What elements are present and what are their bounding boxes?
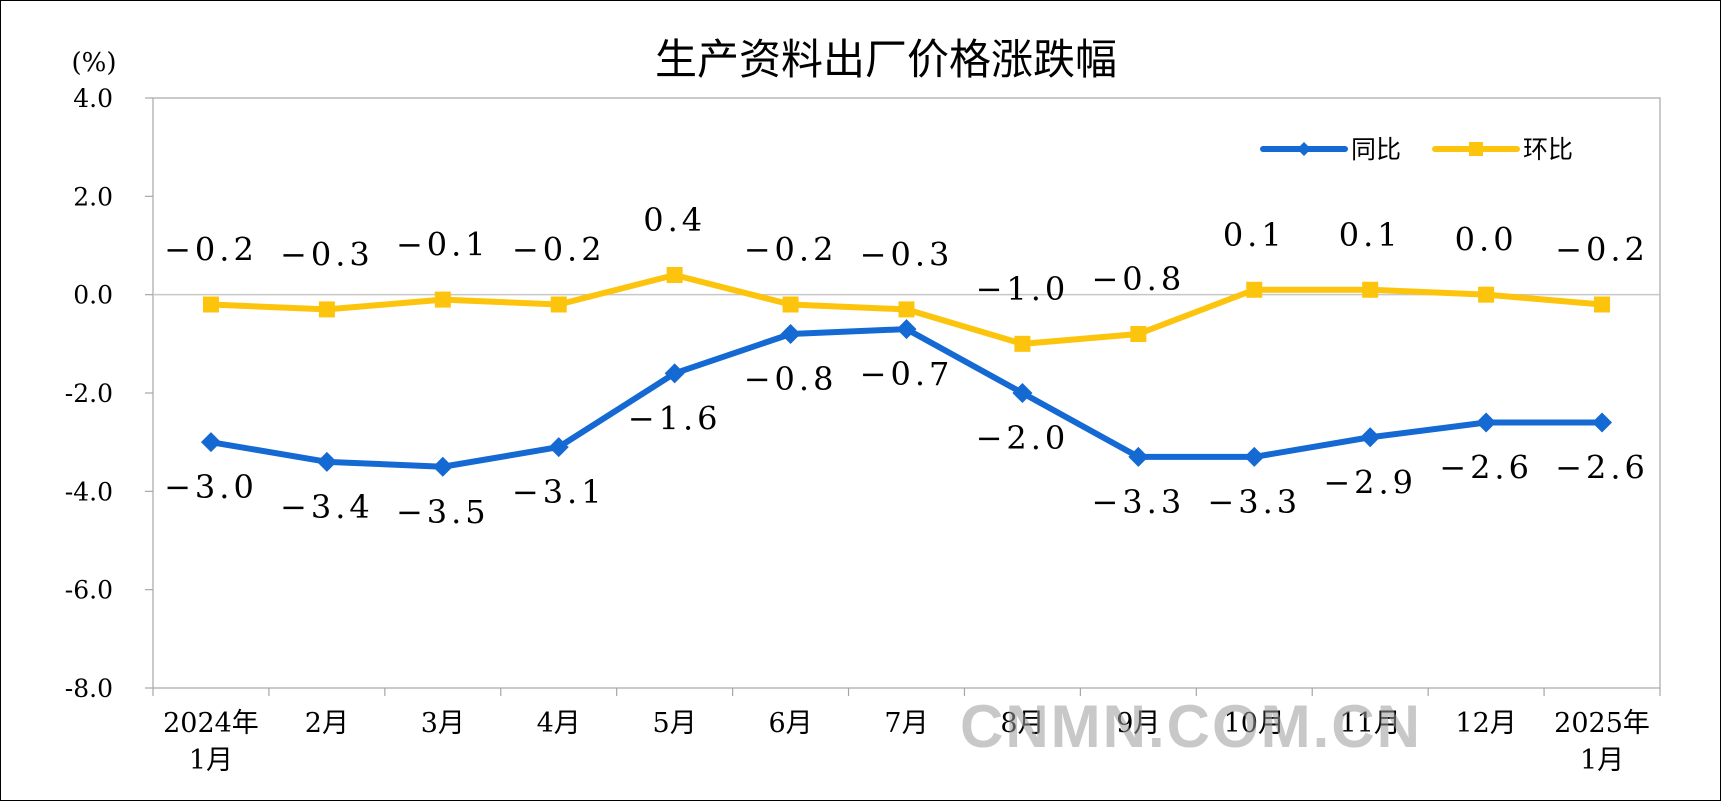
data-label-yoy: −0.7 <box>860 355 954 393</box>
data-point-mom <box>1130 326 1147 342</box>
legend-marker <box>1469 142 1483 156</box>
legend-marker <box>1297 142 1311 156</box>
data-label-yoy: −2.6 <box>1439 449 1533 487</box>
data-label-yoy: −3.3 <box>1091 483 1185 521</box>
data-label-yoy: −3.3 <box>1207 483 1301 521</box>
legend: 同比 环比 <box>1260 135 1573 164</box>
data-label-yoy: −3.4 <box>280 488 374 526</box>
data-point-mom <box>1246 281 1263 298</box>
data-label-yoy: −3.0 <box>164 468 258 506</box>
data-label-mom: −0.3 <box>280 235 374 273</box>
x-tick-label: 6月 <box>768 708 812 739</box>
data-point-mom <box>434 291 451 308</box>
data-labels: −3.0 −3.4 −3.5 −3.1 −1.6 −0.8 −0.7 −2.0 −3.3 −3.3… <box>164 201 1649 531</box>
y-tick-label: 2.0 <box>73 182 113 211</box>
data-label-yoy: −3.1 <box>512 473 606 511</box>
data-point-mom <box>318 301 335 318</box>
data-point-mom <box>1478 286 1495 303</box>
data-label-mom: 0.0 <box>1455 221 1518 259</box>
x-tick-label: 2月 <box>305 708 349 739</box>
data-label-mom: −0.1 <box>396 226 490 264</box>
x-tick-label: 9月 <box>1116 708 1160 739</box>
data-label-yoy: −0.8 <box>744 360 838 398</box>
data-point-yoy <box>316 451 337 472</box>
x-tick-label: 2025年 <box>1554 708 1650 739</box>
data-label-mom: 0.4 <box>643 201 706 239</box>
data-point-yoy <box>896 319 917 340</box>
data-point-yoy <box>548 437 569 458</box>
legend-label: 同比 <box>1351 135 1401 164</box>
data-label-yoy: −2.6 <box>1555 449 1649 487</box>
watermark: CNMN.COM.CN <box>960 693 1422 760</box>
y-tick-label: -4.0 <box>65 477 113 506</box>
x-axis-ticks: 2024年 1月 2月 3月 4月 5月 6月 7月 8月 9月 10月 11月 12月 2025年 1月 <box>152 688 1661 776</box>
data-label-mom: −0.2 <box>512 231 606 269</box>
x-tick-label: 8月 <box>1000 708 1044 739</box>
data-point-yoy <box>780 324 801 344</box>
data-point-mom <box>898 301 915 318</box>
data-label-yoy: −1.6 <box>628 399 722 437</box>
data-label-mom: 0.1 <box>1223 216 1286 254</box>
data-label-yoy: −3.5 <box>396 493 490 531</box>
data-label-mom: −0.2 <box>164 231 258 269</box>
data-point-mom <box>1362 281 1379 298</box>
data-point-mom <box>1594 296 1611 313</box>
y-axis-unit: (%) <box>72 48 117 78</box>
y-tick-label: 4.0 <box>73 84 113 113</box>
data-point-yoy <box>1012 383 1033 403</box>
data-point-yoy <box>1360 427 1381 448</box>
series-layer <box>200 267 1613 477</box>
data-point-yoy <box>1244 446 1265 467</box>
data-label-mom: −0.2 <box>1555 231 1649 269</box>
data-label-yoy: −2.0 <box>976 419 1070 457</box>
x-tick-label: 4月 <box>537 708 581 739</box>
x-tick-label: 11月 <box>1340 708 1401 739</box>
data-point-yoy <box>200 432 221 453</box>
data-point-mom <box>666 267 683 283</box>
data-label-mom: −1.0 <box>976 270 1070 308</box>
x-tick-label: 1月 <box>189 745 233 776</box>
y-axis-ticks: 4.0 2.0 0.0 -2.0 -4.0 -6.0 -8.0 <box>65 84 153 703</box>
x-tick-label: 10月 <box>1224 708 1285 739</box>
data-point-yoy <box>664 363 685 384</box>
data-point-yoy <box>432 456 453 477</box>
y-tick-label: -8.0 <box>65 674 113 703</box>
data-label-mom: 0.1 <box>1339 216 1402 254</box>
data-point-mom <box>1014 335 1031 352</box>
legend-label: 环比 <box>1523 135 1573 164</box>
chart-title: 生产资料出厂价格涨跌幅 <box>655 35 1117 84</box>
x-tick-label: 7月 <box>884 708 928 739</box>
x-tick-label: 1月 <box>1580 745 1624 776</box>
x-tick-label: 12月 <box>1455 708 1516 739</box>
y-tick-label: 0.0 <box>73 281 113 310</box>
data-point-yoy <box>1476 412 1497 433</box>
series-line-yoy <box>207 326 1606 470</box>
data-label-mom: −0.2 <box>744 231 838 269</box>
data-point-yoy <box>1128 446 1149 467</box>
x-tick-label: 3月 <box>421 708 465 739</box>
data-label-mom: −0.3 <box>860 235 954 273</box>
x-tick-label: 2024年 <box>163 708 259 739</box>
data-point-mom <box>202 296 219 313</box>
y-tick-label: -2.0 <box>65 379 113 408</box>
data-label-mom: −0.8 <box>1091 260 1185 298</box>
data-label-yoy: −2.9 <box>1323 463 1417 501</box>
data-point-mom <box>782 296 799 313</box>
x-tick-label: 5月 <box>653 708 697 739</box>
y-tick-label: -6.0 <box>65 576 113 605</box>
data-point-mom <box>550 296 567 313</box>
data-point-yoy <box>1592 412 1613 433</box>
